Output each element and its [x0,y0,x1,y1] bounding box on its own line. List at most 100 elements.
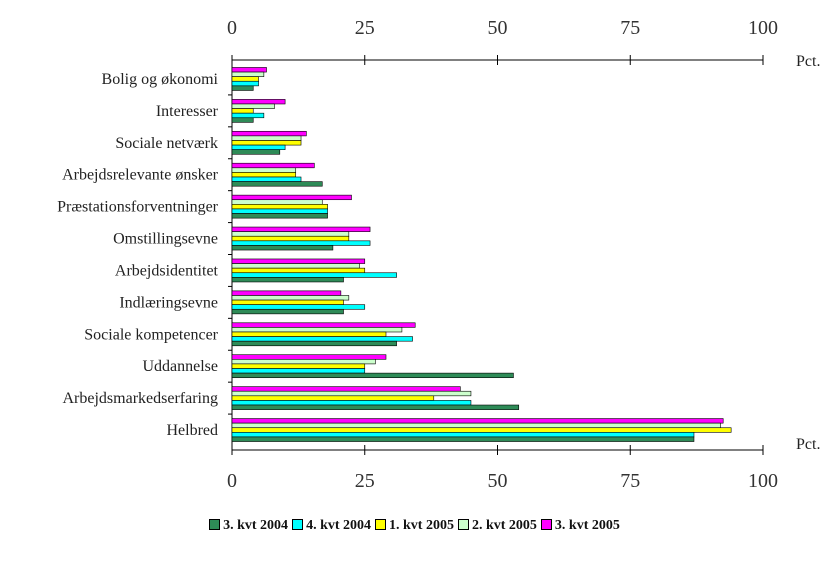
category-labels: Bolig og økonomi Interesser Sociale netvær… [57,71,219,439]
bar [231,80,259,87]
bar [231,295,350,301]
bar [231,194,352,201]
top-tick-label: 25 [355,17,375,39]
legend-swatch [209,519,221,530]
bar [231,140,302,146]
bar [231,432,695,438]
bar [231,354,387,360]
category-label: Indlæringsevne [119,294,218,311]
bar [231,372,514,379]
bar [231,267,366,274]
bar [231,199,323,205]
bottom-tick-label: 50 [488,470,508,492]
bar [231,130,307,137]
bar [231,299,344,305]
category-label: Uddannelse [142,358,218,375]
bar [231,226,371,232]
bar [231,235,350,242]
bar [231,363,366,369]
category-label: Bolig og økonomi [102,71,219,88]
bar [231,240,371,246]
bar [231,176,302,182]
top-tick-label: 100 [748,17,778,39]
bar [231,208,328,214]
legend-item: 3. kvt 2004 [209,518,288,534]
bar [231,112,265,119]
bar [231,85,254,91]
bar [231,181,323,187]
bottom-tick-label: 0 [227,470,237,492]
legend-label: 2. kvt 2005 [471,518,537,533]
legend-label: 1. kvt 2005 [389,518,454,533]
bar [231,400,472,406]
legend-item: 2. kvt 2005 [457,518,537,534]
bottom-tick-label: 75 [620,470,640,492]
bottom-tick-label: 100 [748,470,778,492]
bar [231,144,286,150]
bar [231,422,721,429]
bar [231,108,254,114]
bar [231,395,435,401]
legend-item: 1. kvt 2005 [375,518,454,534]
top-tick-label: 75 [620,17,640,39]
category-label: Præstationsforventninger [57,199,219,216]
bars [231,67,732,442]
category-label: Arbejdsmarkedserfaring [63,390,219,407]
top-tick-label: 50 [488,17,508,39]
bar [231,272,397,278]
bar [231,436,695,442]
category-label: Interesser [156,103,219,120]
bottom-unit-label: Pct. [796,436,820,453]
bottom-x-axis: 0 25 50 75 100 Pct. [227,436,820,492]
bar [231,263,360,269]
legend-swatch [375,519,387,530]
bar [231,359,376,365]
bar [231,404,520,410]
bar [231,167,297,173]
category-label: Arbejdsidentitet [115,263,219,280]
bar [231,304,366,310]
legend-label: 4. kvt 2004 [306,518,372,533]
bar [231,277,344,283]
bar [231,204,328,210]
bar [231,103,275,109]
legend-swatch [457,519,469,530]
top-x-axis: 0 25 50 75 100 Pct. [227,17,820,70]
legend: 3. kvt 2004 4. kvt 2004 1. kvt 2005 2. kvt … [0,518,829,534]
bar [231,418,724,424]
legend-label: 3. kvt 2005 [554,518,620,533]
y-axis [228,60,233,450]
category-label: Sociale netværk [115,135,218,152]
bar [231,308,344,315]
bar [231,213,328,219]
bar [231,327,403,333]
legend-label: 3. kvt 2004 [223,518,289,533]
bar [231,258,366,264]
bar [231,340,397,347]
bar [231,99,286,105]
bar [231,162,315,169]
bar [231,231,350,237]
category-label: Helbred [166,422,218,439]
category-label: Arbejdsrelevante ønsker [62,167,219,184]
top-unit-label: Pct. [796,53,820,70]
bar [231,336,413,342]
legend-item: 3. kvt 2005 [540,518,620,534]
category-label: Sociale kompetencer [84,326,218,343]
bar [231,331,387,337]
bar [231,290,342,296]
top-tick-label: 0 [227,17,237,39]
bar [231,368,366,374]
legend-item: 4. kvt 2004 [292,518,371,534]
bar [231,322,416,328]
bar [231,71,265,77]
bar [231,427,732,433]
bottom-tick-label: 25 [355,470,375,492]
bar [231,135,302,141]
bar [231,386,461,392]
bar [231,245,334,251]
category-label: Omstillingsevne [113,231,218,248]
bar [231,117,254,123]
bar [231,172,297,178]
